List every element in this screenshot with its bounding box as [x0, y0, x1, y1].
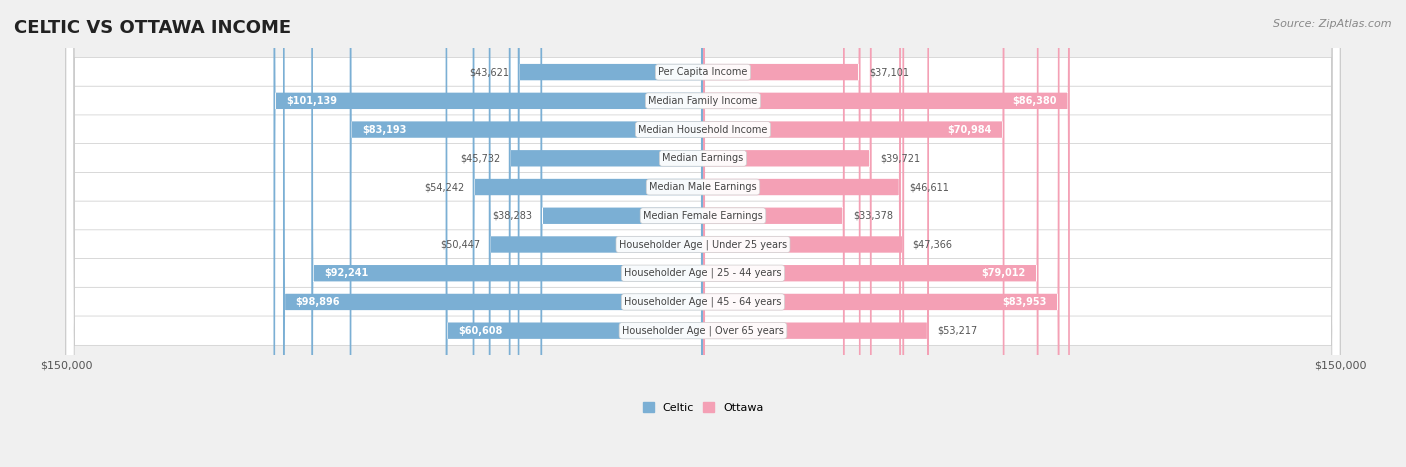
Text: $33,378: $33,378 [853, 211, 893, 221]
Text: $70,984: $70,984 [948, 125, 991, 134]
FancyBboxPatch shape [66, 0, 1340, 467]
Text: $46,611: $46,611 [910, 182, 949, 192]
Text: $98,896: $98,896 [295, 297, 340, 307]
Text: $83,953: $83,953 [1002, 297, 1047, 307]
FancyBboxPatch shape [703, 0, 904, 467]
Text: $60,608: $60,608 [458, 325, 503, 336]
FancyBboxPatch shape [66, 0, 1340, 467]
FancyBboxPatch shape [509, 0, 703, 467]
FancyBboxPatch shape [66, 0, 1340, 467]
Text: $39,721: $39,721 [880, 153, 921, 163]
FancyBboxPatch shape [540, 0, 703, 467]
FancyBboxPatch shape [283, 0, 703, 467]
Text: Median Family Income: Median Family Income [648, 96, 758, 106]
FancyBboxPatch shape [311, 0, 703, 467]
FancyBboxPatch shape [489, 0, 703, 467]
FancyBboxPatch shape [66, 0, 1340, 467]
Text: Householder Age | Over 65 years: Householder Age | Over 65 years [621, 325, 785, 336]
Text: Householder Age | 25 - 44 years: Householder Age | 25 - 44 years [624, 268, 782, 278]
FancyBboxPatch shape [517, 0, 703, 467]
Text: CELTIC VS OTTAWA INCOME: CELTIC VS OTTAWA INCOME [14, 19, 291, 37]
FancyBboxPatch shape [703, 0, 860, 467]
Text: $45,732: $45,732 [460, 153, 501, 163]
Text: $86,380: $86,380 [1012, 96, 1057, 106]
Text: Householder Age | Under 25 years: Householder Age | Under 25 years [619, 239, 787, 250]
Text: $54,242: $54,242 [423, 182, 464, 192]
FancyBboxPatch shape [66, 0, 1340, 467]
Text: Median Household Income: Median Household Income [638, 125, 768, 134]
FancyBboxPatch shape [703, 0, 1070, 467]
FancyBboxPatch shape [274, 0, 703, 467]
FancyBboxPatch shape [446, 0, 703, 467]
FancyBboxPatch shape [703, 0, 1060, 467]
Text: Source: ZipAtlas.com: Source: ZipAtlas.com [1274, 19, 1392, 28]
FancyBboxPatch shape [66, 0, 1340, 467]
Text: $43,621: $43,621 [470, 67, 509, 77]
FancyBboxPatch shape [472, 0, 703, 467]
FancyBboxPatch shape [66, 0, 1340, 467]
Text: $101,139: $101,139 [287, 96, 337, 106]
Text: $47,366: $47,366 [912, 240, 953, 249]
Text: $50,447: $50,447 [440, 240, 481, 249]
Text: $83,193: $83,193 [363, 125, 406, 134]
FancyBboxPatch shape [66, 0, 1340, 467]
FancyBboxPatch shape [703, 0, 901, 467]
FancyBboxPatch shape [703, 0, 1004, 467]
Text: $37,101: $37,101 [869, 67, 910, 77]
FancyBboxPatch shape [66, 0, 1340, 467]
Text: Median Female Earnings: Median Female Earnings [643, 211, 763, 221]
Text: Householder Age | 45 - 64 years: Householder Age | 45 - 64 years [624, 297, 782, 307]
Text: $38,283: $38,283 [492, 211, 531, 221]
FancyBboxPatch shape [703, 0, 845, 467]
FancyBboxPatch shape [703, 0, 872, 467]
Text: $79,012: $79,012 [981, 268, 1026, 278]
FancyBboxPatch shape [703, 0, 929, 467]
Text: $53,217: $53,217 [938, 325, 977, 336]
Text: Per Capita Income: Per Capita Income [658, 67, 748, 77]
FancyBboxPatch shape [66, 0, 1340, 467]
FancyBboxPatch shape [350, 0, 703, 467]
Text: $92,241: $92,241 [323, 268, 368, 278]
Legend: Celtic, Ottawa: Celtic, Ottawa [638, 397, 768, 417]
Text: Median Male Earnings: Median Male Earnings [650, 182, 756, 192]
Text: Median Earnings: Median Earnings [662, 153, 744, 163]
FancyBboxPatch shape [703, 0, 1039, 467]
